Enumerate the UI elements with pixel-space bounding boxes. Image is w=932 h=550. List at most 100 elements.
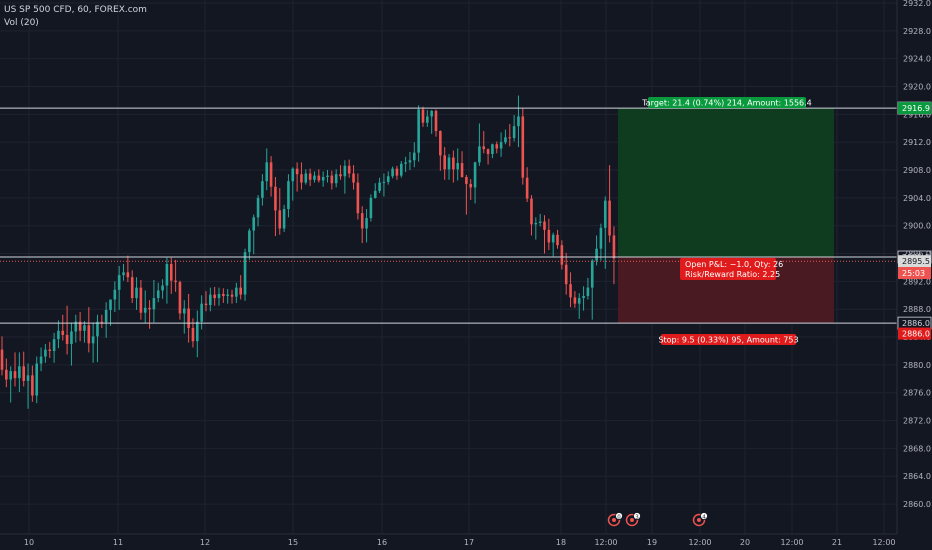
price-tick-label: 2924.0: [903, 55, 931, 64]
candle-body: [148, 307, 151, 310]
price-tick-label: 2912.0: [903, 138, 931, 147]
candle-body: [360, 213, 364, 229]
candle-body: [39, 356, 43, 364]
candle-body: [491, 144, 494, 155]
candle-body: [512, 126, 516, 139]
price-tick-label: 2932.0: [903, 0, 931, 8]
event-count-badge: [615, 512, 623, 520]
candle-body: [543, 221, 546, 230]
candle-body: [35, 363, 39, 396]
price-badge-label: 2916.9: [902, 104, 930, 113]
position-labels[interactable]: Target: 21.4 (0.74%) 214, Amount: 1556.4…: [641, 97, 812, 345]
volume-legend[interactable]: Vol (20): [4, 18, 39, 28]
candle-body: [239, 287, 242, 295]
event-count-badge: [700, 512, 708, 520]
time-tick-label: 10: [24, 538, 34, 547]
candle-body: [369, 197, 373, 219]
candles: [0, 95, 616, 409]
candle-body: [44, 349, 47, 357]
candle-body: [295, 168, 299, 175]
candle-body: [156, 290, 160, 299]
candle-body: [143, 307, 147, 313]
candle-body: [573, 297, 577, 304]
candle-body: [413, 152, 416, 161]
candle-body: [174, 280, 177, 283]
candle-body: [13, 371, 17, 379]
price-tick-label: 2920.0: [903, 83, 931, 92]
time-tick-label: 15: [288, 538, 298, 547]
candle-body: [534, 222, 538, 225]
time-tick-label: 16: [377, 538, 387, 547]
candle-body: [378, 182, 381, 191]
price-badge-target: [898, 102, 931, 115]
symbol-legend[interactable]: US SP 500 CFD, 60, FOREX.com: [4, 5, 147, 15]
candle-body: [269, 162, 273, 187]
time-axis[interactable]: 10 11 12 15 16 17 18 12:00 19 12:00 20 12:00 21 12:00: [0, 533, 897, 547]
candle-body: [577, 298, 581, 304]
candle-body: [586, 287, 590, 296]
price-badge-label: 2895.5: [902, 257, 930, 266]
candle-body: [213, 294, 216, 299]
time-tick-label: 21: [832, 538, 842, 547]
candle-body: [135, 287, 138, 299]
candle-body: [582, 295, 585, 299]
price-badge-current: [898, 255, 931, 268]
candle-body: [486, 149, 490, 155]
candle-body: [434, 110, 438, 132]
candle-body: [599, 227, 603, 249]
candle-body: [469, 183, 473, 188]
candle-body: [287, 181, 290, 209]
price-tick-label: 2892.0: [903, 277, 931, 286]
candle-body: [352, 173, 355, 183]
candle-body: [439, 131, 442, 156]
time-tick-label: 18: [556, 538, 566, 547]
event-markers[interactable]: 0 3 4: [607, 512, 708, 527]
price-badge-timer: [898, 267, 931, 280]
candle-body: [104, 309, 108, 323]
time-tick-label: 12:00: [594, 538, 617, 547]
event-count-label: 4: [702, 515, 706, 521]
position-zones: [618, 108, 834, 324]
candle-body: [139, 287, 143, 313]
price-tick-label: 2880.0: [903, 361, 931, 370]
candle-body: [91, 336, 95, 344]
candle-body: [365, 218, 368, 229]
candle-body: [130, 277, 134, 299]
event-count-badge: [633, 512, 641, 520]
candle-body: [65, 334, 69, 345]
chart-legend: US SP 500 CFD, 60, FOREX.com Vol (20): [4, 4, 147, 30]
candle-body: [317, 175, 321, 181]
candle-body: [399, 163, 403, 176]
candle-body: [204, 303, 208, 306]
candle-body: [343, 165, 347, 177]
candle-body: [356, 182, 360, 214]
candle-body: [222, 293, 225, 296]
candle-body: [460, 163, 464, 177]
price-tick-label: 2876.0: [903, 389, 931, 398]
price-axis[interactable]: 2932.0 2928.0 2924.0 2920.0 2916.0 2912.0 2908…: [896, 0, 931, 534]
candle-body: [569, 284, 572, 298]
candle-body: [243, 252, 247, 295]
candle-body: [169, 263, 173, 281]
time-tick-label: 17: [464, 538, 474, 547]
candle-body: [430, 110, 433, 117]
price-tick-label: 2916.0: [903, 110, 931, 119]
candle-body: [117, 275, 121, 290]
candle-body: [70, 331, 73, 345]
candle-body: [447, 157, 451, 170]
candle-body: [347, 165, 351, 174]
time-tick-label: 19: [647, 538, 657, 547]
candle-body: [282, 209, 286, 229]
profit-zone: [618, 108, 834, 258]
event-marker-dot: [612, 518, 616, 522]
candle-body: [538, 221, 542, 223]
candle-body: [87, 325, 91, 344]
candle-body: [426, 116, 429, 123]
candle-body: [152, 298, 156, 310]
candle-body: [300, 174, 303, 183]
candle-body: [603, 200, 607, 228]
candle-body: [551, 234, 555, 243]
candle-body: [61, 330, 65, 335]
candle-body: [417, 109, 420, 153]
